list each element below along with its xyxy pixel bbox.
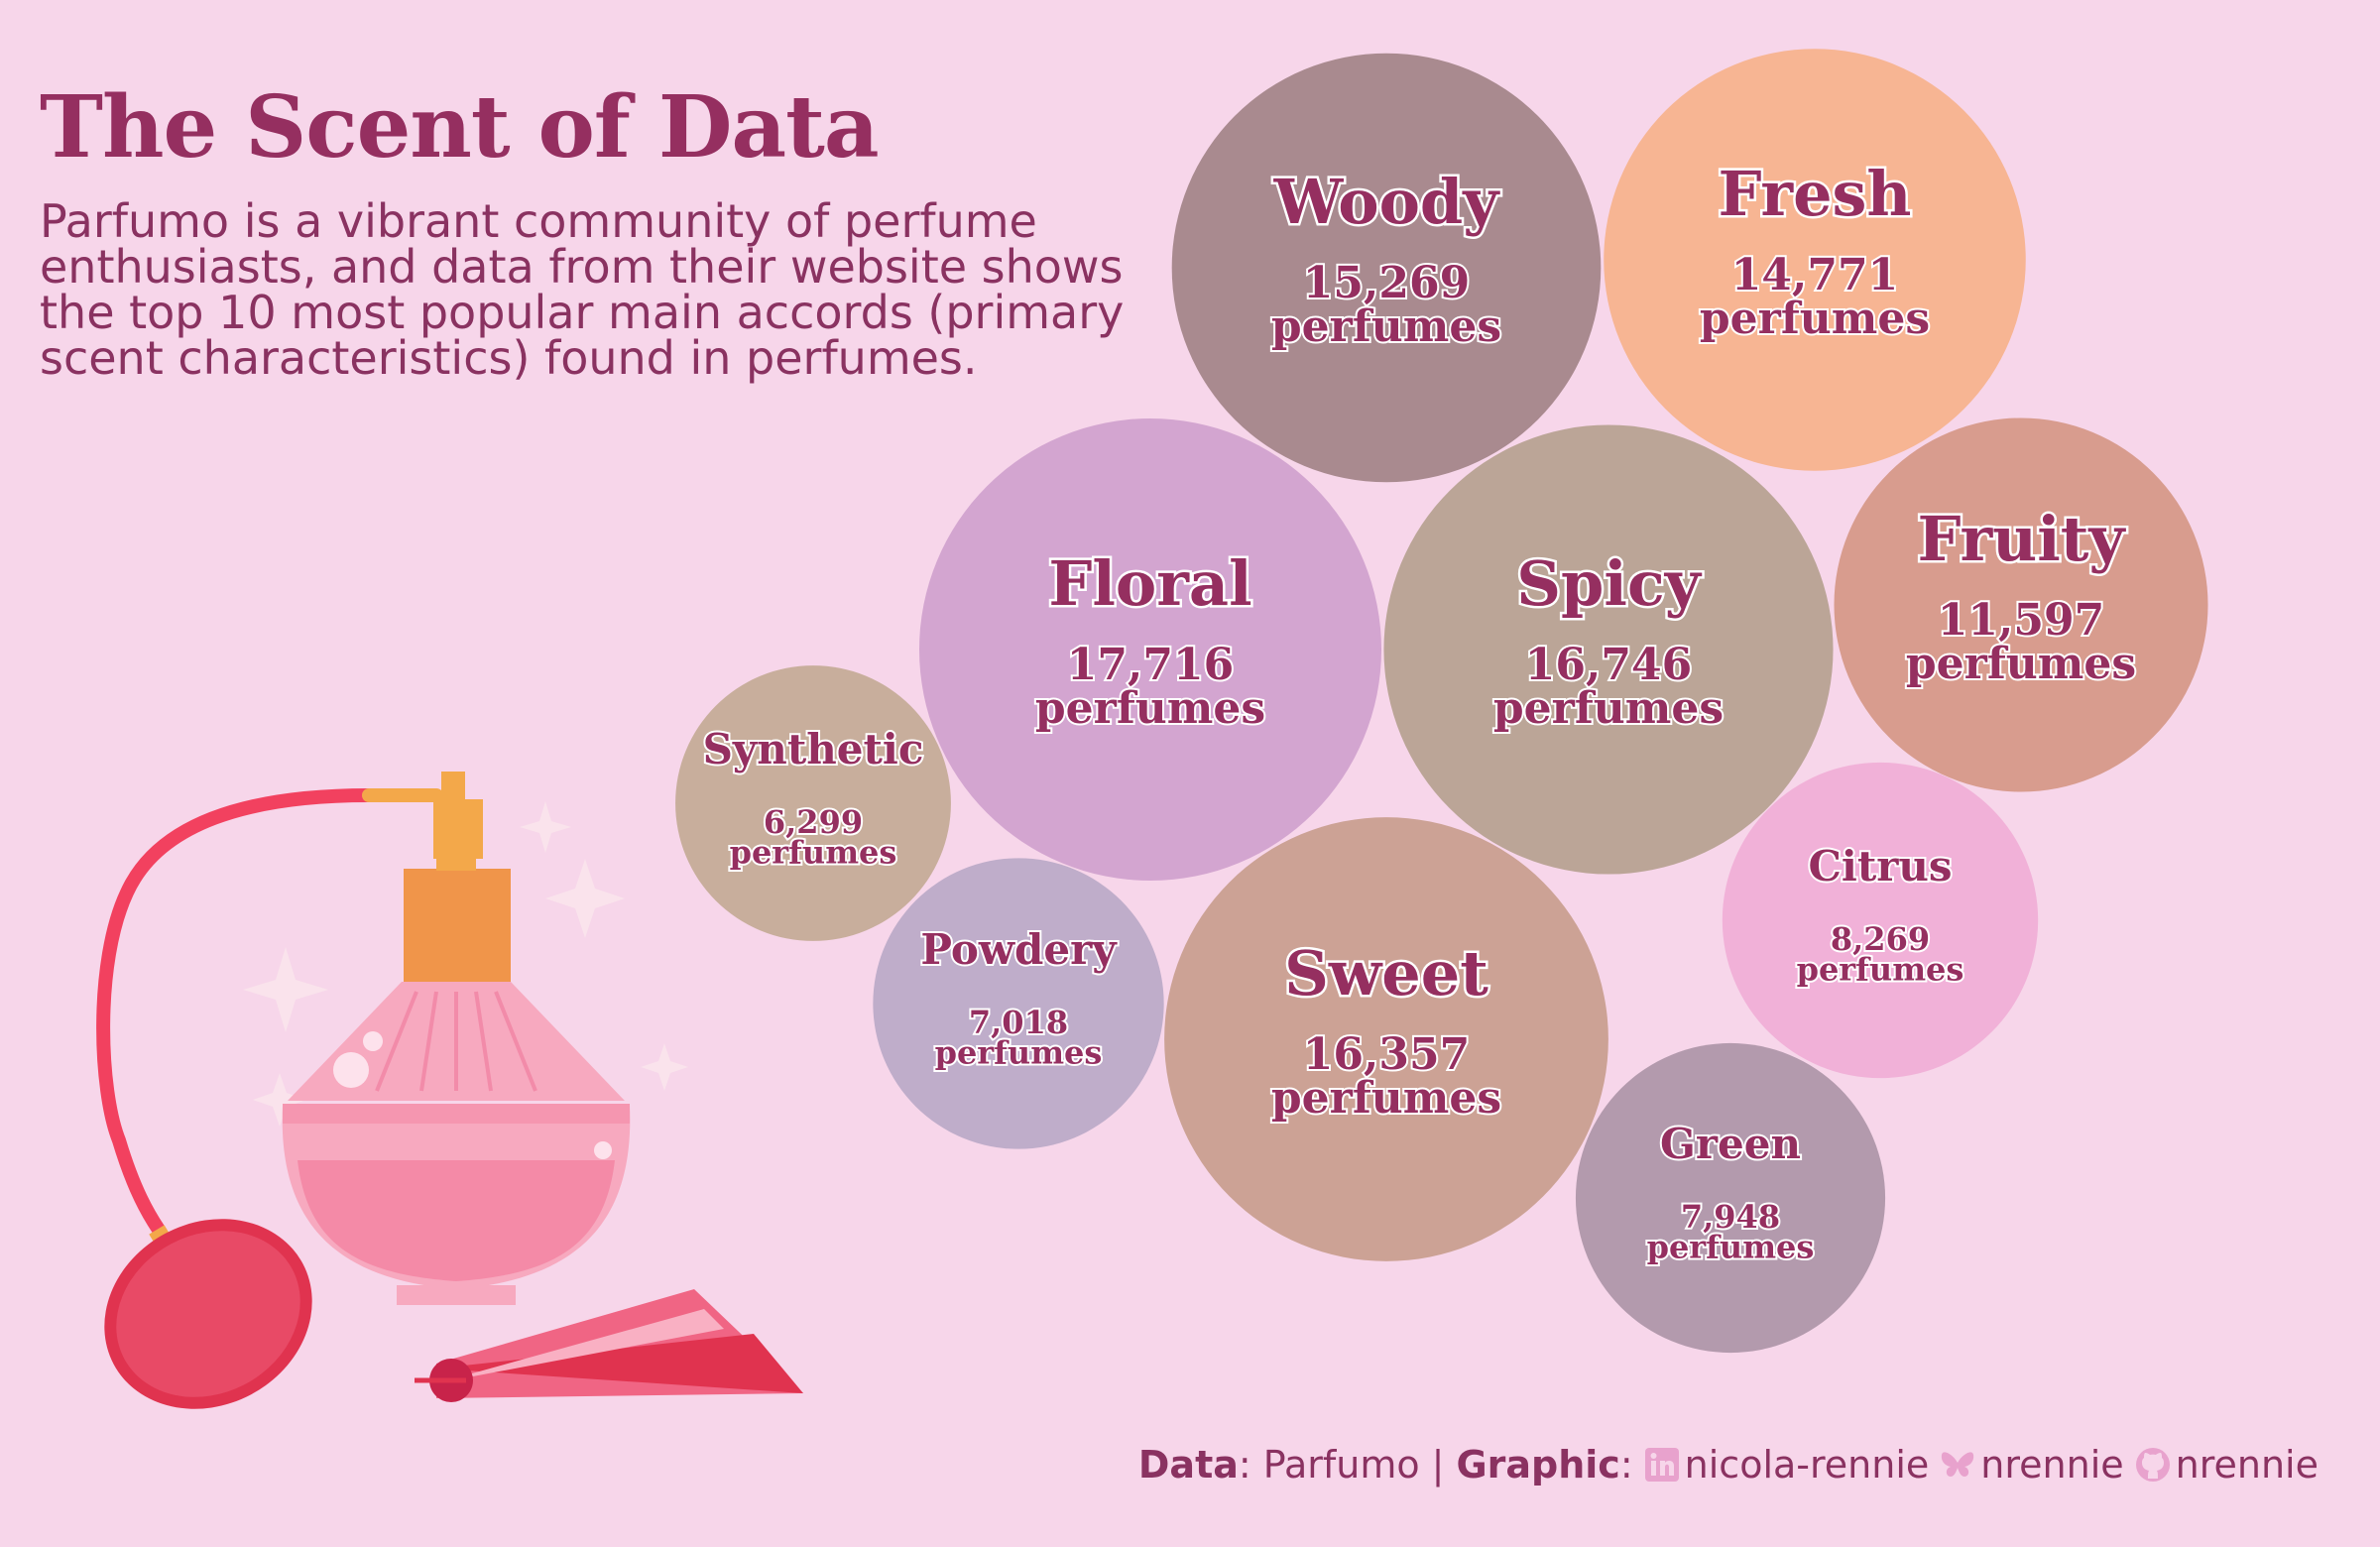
sparkle-icon	[641, 1043, 688, 1091]
caption: Data: Parfumo | Graphic: nicola-rennie n…	[1137, 1443, 2319, 1487]
perfume-bottle-illustration	[96, 772, 803, 1409]
bubble-unit-label: perfumes	[1035, 683, 1265, 734]
sparkle-icon	[253, 1073, 306, 1127]
linkedin-handle[interactable]: nicola-rennie	[1684, 1443, 1930, 1487]
bubble-circle	[919, 418, 1381, 881]
caption-graphic-label: Graphic	[1456, 1443, 1620, 1487]
bubble-category-label: Spicy	[1516, 547, 1702, 620]
bubble-value-label: 17,716	[1067, 640, 1234, 690]
bubble-category-label: Woody	[1273, 166, 1501, 238]
bubble-category-label: Green	[1660, 1120, 1801, 1168]
bubble-category-label: Floral	[1048, 547, 1251, 620]
bubble-value-label: 7,018	[969, 1004, 1068, 1041]
sparkle-icon	[520, 801, 571, 853]
bubble-category-label: Fruity	[1918, 503, 2127, 575]
bubble-category-label: Sweet	[1284, 937, 1488, 1010]
chart-title: The Scent of Data	[40, 77, 880, 178]
bubble-value-label: 15,269	[1303, 258, 1470, 308]
bubble-circle	[1383, 424, 1834, 875]
bubble-unit-label: perfumes	[1493, 683, 1724, 734]
bubble-value-label: 16,357	[1303, 1029, 1470, 1080]
bubble-circle	[1171, 53, 1602, 483]
sparkle-icon	[243, 947, 328, 1032]
bubble-unit-label: perfumes	[1797, 950, 1964, 988]
bubble-value-label: 7,948	[1681, 1198, 1780, 1236]
bubble-circle	[675, 665, 951, 941]
sparkle-icon	[545, 859, 625, 938]
bubble-unit-label: perfumes	[1647, 1228, 1815, 1265]
bubble-unit-label: perfumes	[1271, 1073, 1501, 1124]
linkedin-icon[interactable]	[1643, 1446, 1681, 1484]
caption-data-source: Parfumo	[1262, 1443, 1420, 1487]
bubble-value-label: 11,597	[1938, 595, 2104, 646]
bubble-category-label: Fresh	[1718, 158, 1911, 230]
bubble-category-label: Synthetic	[703, 725, 924, 774]
bubble-value-label: 16,746	[1525, 640, 1692, 690]
bubble-unit-label: perfumes	[935, 1033, 1103, 1071]
bubble-circle	[1575, 1042, 1886, 1354]
bubble-circle	[1722, 762, 2039, 1079]
bubble-value-label: 14,771	[1731, 250, 1898, 300]
bubble-value-label: 8,269	[1831, 920, 1930, 958]
bubble-circle	[1604, 49, 2026, 471]
bubble-unit-label: perfumes	[1271, 301, 1501, 352]
github-icon[interactable]	[2134, 1446, 2172, 1484]
bubble-circle	[873, 858, 1164, 1149]
github-handle[interactable]: nrennie	[2175, 1443, 2319, 1487]
butterfly-icon[interactable]	[1939, 1446, 1976, 1484]
bubble-unit-label: perfumes	[1906, 639, 2136, 689]
bluesky-handle[interactable]: nrennie	[1980, 1443, 2124, 1487]
chart-subtitle: Parfumo is a vibrant community of perfum…	[40, 194, 1125, 385]
caption-separator: |	[1431, 1443, 1445, 1487]
caption-data-label: Data	[1137, 1443, 1239, 1487]
bubble-unit-label: perfumes	[1700, 294, 1930, 344]
bubble-circle	[1164, 817, 1608, 1261]
bubble-category-label: Citrus	[1808, 842, 1952, 891]
bubble-category-label: Powdery	[920, 925, 1118, 974]
bubble-circle	[1834, 417, 2208, 792]
bubble-unit-label: perfumes	[730, 833, 897, 871]
bubble-value-label: 6,299	[764, 803, 863, 841]
